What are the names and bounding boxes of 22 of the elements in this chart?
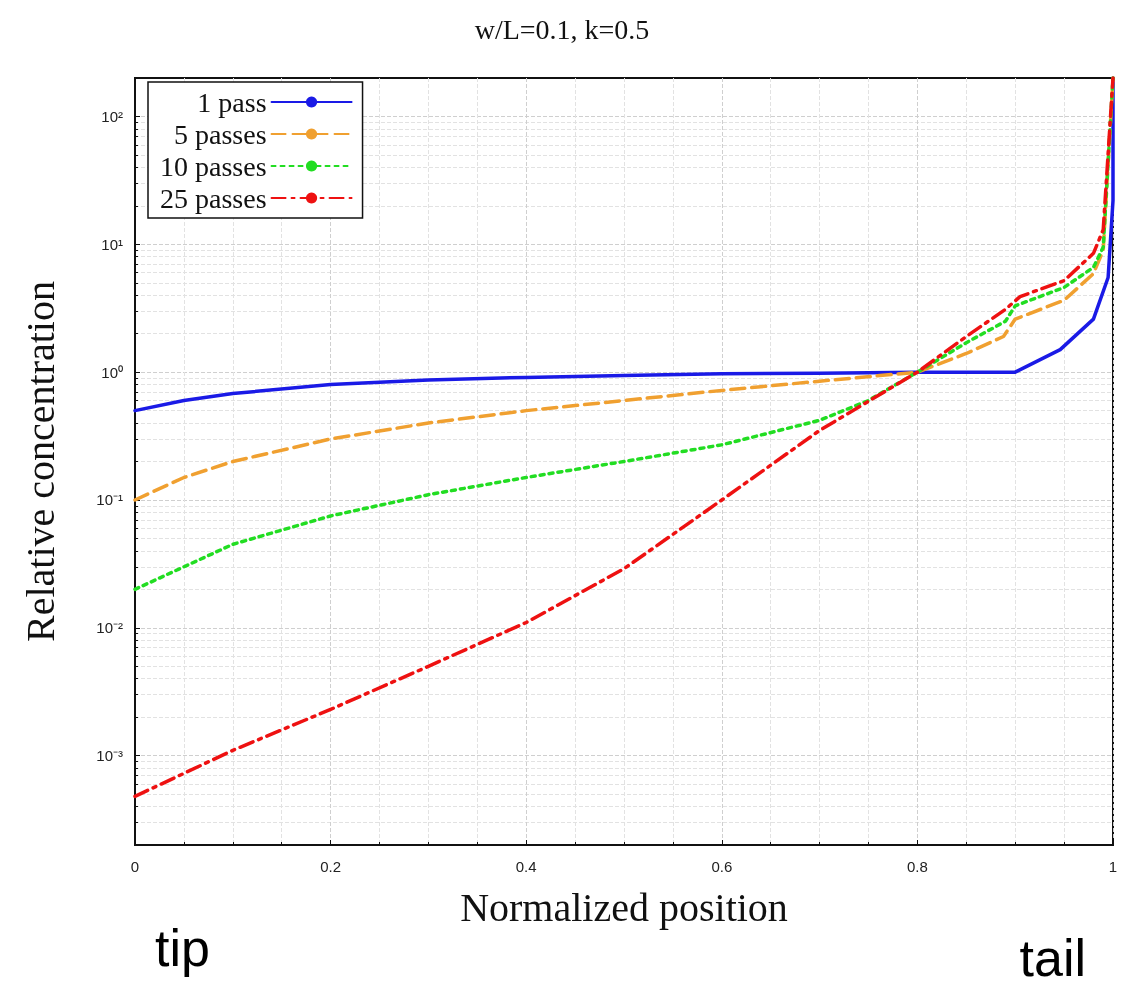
x-tick-label: 0.4 [515, 858, 537, 875]
x-tick-label: 1 [1108, 858, 1118, 875]
y-tick-label: 10¹ [101, 235, 123, 253]
legend-label: 10 passes [160, 150, 267, 182]
text: tip [155, 919, 210, 977]
y-tick-label: 10⁰ [101, 363, 123, 381]
x-tick-label: 0.8 [906, 858, 928, 875]
x-tick-label: 0.2 [320, 858, 342, 875]
x-axis-title: Normalized position [460, 884, 788, 930]
line-series [133, 76, 1115, 799]
text: tail [1019, 929, 1087, 983]
y-tick-label: 10⁻¹ [96, 491, 123, 509]
x-tick-label: 0.6 [711, 858, 733, 875]
legend-label: 1 pass [197, 86, 267, 118]
chart-title: w/L=0.1, k=0.5 [474, 13, 650, 45]
legend-label: 25 passes [160, 182, 267, 214]
y-axis-title: Relative concentration [17, 281, 63, 642]
legend-label: 5 passes [174, 118, 267, 150]
y-tick-label: 10⁻² [96, 619, 123, 637]
x-tick-label: 0 [130, 858, 140, 875]
y-tick-label: 10⁻³ [96, 747, 123, 765]
y-tick-label: 10² [101, 107, 123, 125]
